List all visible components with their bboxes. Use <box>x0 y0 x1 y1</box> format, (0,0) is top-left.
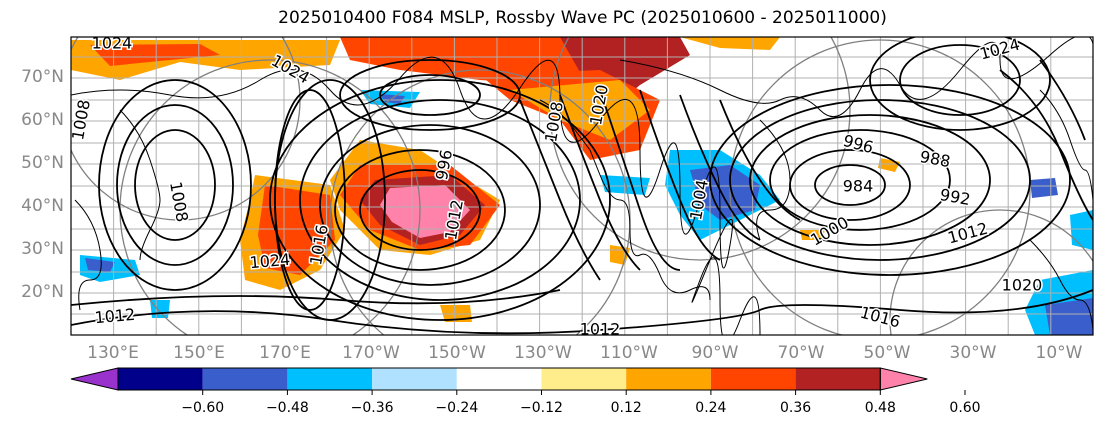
colorbar-tick-label: 0.48 <box>864 400 896 416</box>
longitude-label: 70°W <box>777 343 825 363</box>
longitude-label: 130°W <box>514 343 572 363</box>
colorbar-tick-label: 0.60 <box>949 400 981 416</box>
colorbar-tick-label: −0.60 <box>181 400 225 416</box>
map-title: 2025010400 F084 MSLP, Rossby Wave PC (20… <box>278 8 887 28</box>
colorbar-outline <box>117 367 881 391</box>
latitude-label: 60°N <box>21 110 64 130</box>
colorbar-segment <box>118 368 203 390</box>
contour-label: 1012 <box>580 320 621 339</box>
longitude-label: 30°W <box>949 343 997 363</box>
colorbar-tick-label: −0.24 <box>435 400 479 416</box>
colorbar-tick-label: −0.36 <box>350 400 394 416</box>
longitude-label: 170°W <box>342 343 400 363</box>
colorbar-segment <box>541 368 627 390</box>
colorbar-extend-max <box>879 367 928 391</box>
latitude-label: 50°N <box>21 153 64 173</box>
longitude-label: 150°W <box>428 343 486 363</box>
latitude-label: 30°N <box>21 239 64 259</box>
contour-label: 1024 <box>92 34 133 53</box>
longitude-label: 130°E <box>87 343 139 363</box>
colorbar-extend-min <box>70 367 119 391</box>
colorbar-segment <box>287 368 373 390</box>
colorbar-tick-label: 0.24 <box>695 400 727 416</box>
colorbar-segment <box>372 368 457 390</box>
longitude-label: 110°W <box>600 343 658 363</box>
contour-label: 996 <box>432 148 456 181</box>
latitude-label: 40°N <box>21 196 64 216</box>
contour-label: 1020 <box>1002 276 1043 295</box>
colorbar-tick-label: −0.12 <box>520 400 563 416</box>
colorbar-tick-label: 0.36 <box>780 400 812 416</box>
colorbar-segment <box>795 368 881 390</box>
colorbar-tick-label: 0.12 <box>610 400 642 416</box>
contour-label: 1024 <box>249 250 291 272</box>
colorbar-segment <box>626 368 711 390</box>
longitude-label: 10°W <box>1035 343 1083 363</box>
colorbar-segment <box>456 368 542 390</box>
contour-label: 1012 <box>94 305 136 327</box>
contour-label: 984 <box>843 177 874 196</box>
latitude-label: 20°N <box>21 282 64 302</box>
isobars <box>71 37 1093 335</box>
colorbar-segment <box>710 368 796 390</box>
colorbar-tick-label: −0.48 <box>265 400 309 416</box>
colorbar-segment <box>202 368 288 390</box>
colorbar <box>70 367 966 395</box>
latitude-label: 70°N <box>21 67 64 87</box>
longitude-label: 170°E <box>259 343 311 363</box>
longitude-label: 50°W <box>863 343 911 363</box>
longitude-label: 150°E <box>173 343 225 363</box>
longitude-label: 90°W <box>691 343 739 363</box>
